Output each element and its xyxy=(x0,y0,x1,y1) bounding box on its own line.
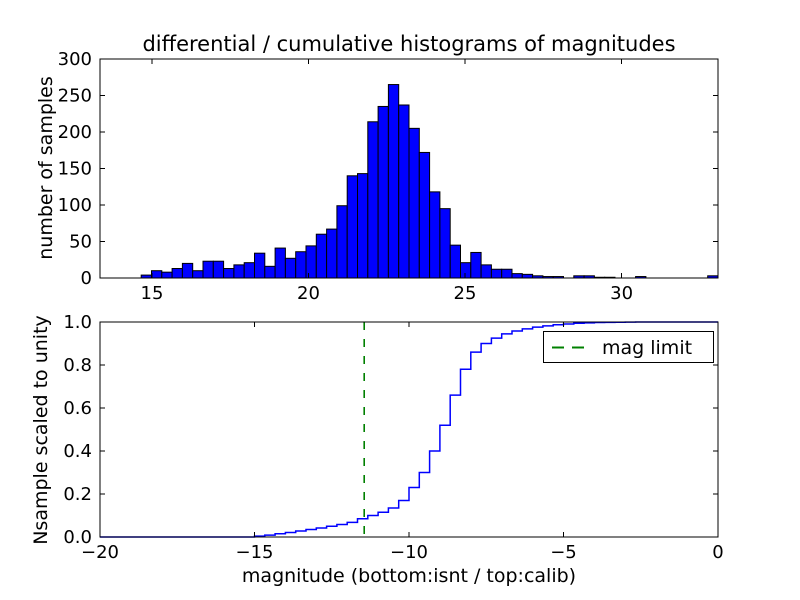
histogram-bar xyxy=(202,260,214,279)
top-ytick-label: 300 xyxy=(58,49,92,70)
histogram-bar xyxy=(521,273,534,279)
top-xtick-label: 25 xyxy=(454,283,477,304)
figure-title: differential / cumulative histograms of … xyxy=(142,32,676,56)
bottom-plot: mag limit −20 −15 −10 −5 0 0.0 0.2 0.4 0.6 0.8 1.0 xyxy=(63,312,723,563)
bottom-xtick-label: 0 xyxy=(712,542,723,563)
bottom-xtick-label: −5 xyxy=(550,542,577,563)
histogram-bar xyxy=(233,264,245,279)
top-ytick-label: 200 xyxy=(58,122,92,143)
x-axis-label: magnitude (bottom:isnt / top:calib) xyxy=(241,565,577,587)
bottom-plot-ylabel: Nsample scaled to unity xyxy=(30,315,52,545)
histogram-bar xyxy=(284,257,297,279)
histogram-bar xyxy=(264,265,276,279)
bottom-ytick-label: 1.0 xyxy=(63,312,92,333)
histogram-bar xyxy=(326,228,338,279)
histogram-bar xyxy=(490,268,503,279)
histogram-bar xyxy=(418,151,431,279)
top-plot-ylabel: number of samples xyxy=(35,76,57,260)
bottom-ytick-label: 0.6 xyxy=(63,398,92,419)
bottom-ytick-label: 0.2 xyxy=(63,484,92,505)
histogram-bar xyxy=(274,247,286,279)
histogram-bar xyxy=(336,205,348,279)
legend: mag limit xyxy=(543,331,714,363)
legend-label: mag limit xyxy=(602,337,692,359)
top-xtick-label: 30 xyxy=(610,283,633,304)
top-xtick-label: 20 xyxy=(297,283,320,304)
histogram-bar xyxy=(315,233,328,279)
histogram-bar xyxy=(171,268,183,279)
histogram-bar xyxy=(357,173,369,279)
top-ytick-label: 100 xyxy=(58,195,92,216)
histogram-bar xyxy=(460,262,472,279)
histogram-bar xyxy=(243,262,255,279)
bottom-ytick-label: 0.4 xyxy=(63,441,92,462)
cumulative-curve xyxy=(100,321,718,538)
top-ytick-label: 50 xyxy=(69,232,92,253)
histogram-bar xyxy=(387,84,400,279)
top-xtick-label: 15 xyxy=(141,283,164,304)
histogram-bar xyxy=(377,105,389,279)
histogram-bar xyxy=(511,273,523,279)
top-ytick-label: 0 xyxy=(81,268,92,289)
histogram-bar xyxy=(223,268,235,279)
legend-box xyxy=(543,331,714,363)
histogram-bar xyxy=(398,104,410,279)
histogram-bar xyxy=(501,268,513,279)
histogram-bar xyxy=(295,251,307,279)
histogram-bar xyxy=(470,251,482,279)
histogram-bar xyxy=(181,262,194,279)
bottom-xtick-label: −10 xyxy=(390,542,428,563)
top-ytick-label: 150 xyxy=(58,159,92,180)
top-spines-and-ticks xyxy=(99,58,719,279)
bottom-spines-and-ticks xyxy=(99,321,719,538)
bottom-ytick-label: 0.0 xyxy=(63,527,92,548)
histogram-bar xyxy=(449,244,462,279)
histogram-bar xyxy=(346,175,359,279)
bottom-xtick-label: −20 xyxy=(81,542,119,563)
histogram-bar xyxy=(429,191,441,279)
histogram-bar xyxy=(151,270,163,279)
histogram-bar xyxy=(212,260,225,279)
histogram-bar xyxy=(305,245,317,279)
histogram-bar xyxy=(254,252,266,279)
histogram-bars xyxy=(140,84,719,279)
histogram-bar xyxy=(367,121,379,279)
bottom-tick-labels: −20 −15 −10 −5 0 0.0 0.2 0.4 0.6 0.8 1.0 xyxy=(63,312,723,563)
histogram-bar xyxy=(192,270,204,279)
histogram-bar xyxy=(439,208,451,279)
bottom-ytick-label: 0.8 xyxy=(63,355,92,376)
histogram-bar xyxy=(408,127,420,279)
top-ytick-label: 250 xyxy=(58,86,92,107)
bottom-xtick-label: −15 xyxy=(236,542,274,563)
histogram-bar xyxy=(161,271,173,279)
histogram-bar xyxy=(480,264,492,279)
